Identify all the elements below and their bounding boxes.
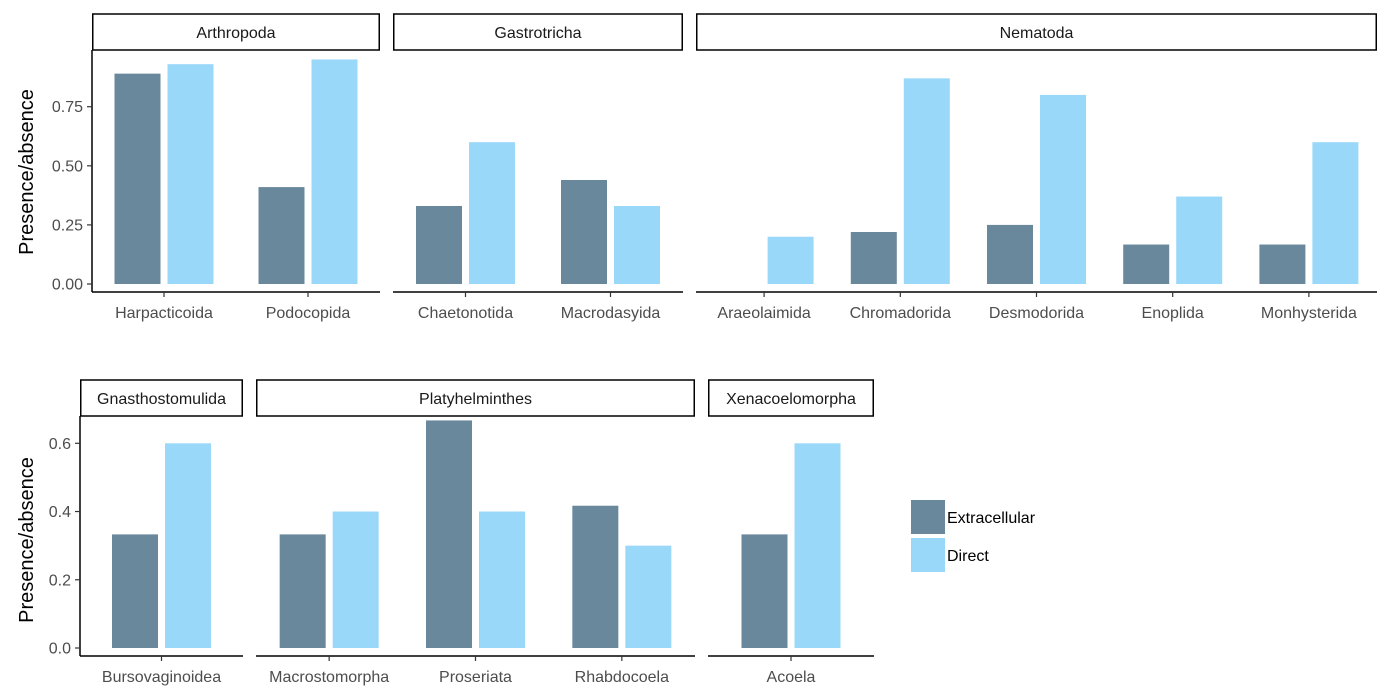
facet-strip-platyhelminthes bbox=[256, 379, 695, 417]
facet-strip-nematoda bbox=[696, 13, 1377, 51]
bar-bursovaginoidea-direct bbox=[165, 443, 211, 648]
x-tick-label-chromadorida: Chromadorida bbox=[850, 305, 951, 322]
facet-strip-gastrotricha bbox=[393, 13, 683, 51]
y-axis-title-top: Presence/absence bbox=[16, 89, 38, 255]
bar-harpacticoida-direct bbox=[167, 64, 214, 284]
x-tick-label-proseriata: Proseriata bbox=[439, 669, 512, 686]
y-tick-label: 0.00 bbox=[52, 277, 83, 294]
bar-acoela-extracellular bbox=[741, 534, 788, 648]
y-axis-title-bottom: Presence/absence bbox=[16, 457, 38, 623]
x-tick-label-acoela: Acoela bbox=[767, 669, 816, 686]
facet-title-xenacoelomorpha: Xenacoelomorpha bbox=[726, 391, 856, 408]
x-tick-label-enoplida: Enoplida bbox=[1142, 305, 1204, 322]
x-tick-label-macrostomorpha: Macrostomorpha bbox=[269, 669, 389, 686]
y-tick-label: 0.75 bbox=[52, 99, 83, 116]
y-tick-label: 0.25 bbox=[52, 217, 83, 234]
bar-proseriata-direct bbox=[479, 511, 525, 648]
x-tick-label-chaetonotida: Chaetonotida bbox=[418, 305, 513, 322]
legend-swatch-extracellular bbox=[911, 500, 945, 534]
bar-harpacticoida-extracellular bbox=[114, 73, 161, 285]
facet-title-gastrotricha: Gastrotricha bbox=[494, 25, 581, 42]
x-tick-label-podocopida: Podocopida bbox=[266, 305, 351, 322]
bar-macrodasyida-direct bbox=[614, 206, 660, 284]
legend-label-extracellular: Extracellular bbox=[947, 510, 1036, 527]
bar-desmodorida-direct bbox=[1040, 94, 1086, 284]
bar-rhabdocoela-direct bbox=[625, 545, 672, 648]
bar-bursovaginoidea-extracellular bbox=[112, 534, 158, 648]
bar-desmodorida-extracellular bbox=[987, 224, 1033, 284]
bar-chromadorida-direct bbox=[903, 78, 950, 284]
facet-title-nematoda: Nematoda bbox=[1000, 25, 1074, 42]
bar-podocopida-extracellular bbox=[258, 187, 305, 284]
facet-strip-arthropoda bbox=[92, 13, 380, 51]
bar-araeolaimida-direct bbox=[767, 236, 814, 284]
bar-monhysterida-direct bbox=[1312, 142, 1359, 284]
facet-title-gnasthostomulida: Gnasthostomulida bbox=[97, 391, 226, 408]
facet-title-platyhelminthes: Platyhelminthes bbox=[419, 391, 532, 408]
legend-label-direct: Direct bbox=[947, 548, 989, 565]
bar-acoela-direct bbox=[794, 443, 841, 648]
bar-proseriata-extracellular bbox=[426, 420, 472, 648]
facet-title-arthropoda: Arthropoda bbox=[196, 25, 275, 42]
bar-macrodasyida-extracellular bbox=[561, 180, 607, 284]
x-tick-label-rhabdocoela: Rhabdocoela bbox=[575, 669, 669, 686]
x-tick-label-desmodorida: Desmodorida bbox=[989, 305, 1084, 322]
bar-chaetonotida-extracellular bbox=[416, 206, 462, 284]
x-tick-label-araeolaimida: Araeolaimida bbox=[717, 305, 810, 322]
y-tick-label: 0.4 bbox=[49, 504, 71, 521]
y-tick-label: 0.2 bbox=[49, 572, 71, 589]
y-tick-label: 0.50 bbox=[52, 158, 83, 175]
facet-strip-xenacoelomorpha bbox=[708, 379, 874, 417]
bar-macrostomorpha-extracellular bbox=[279, 534, 326, 648]
y-tick-label: 0.6 bbox=[49, 436, 71, 453]
legend-swatch-direct bbox=[911, 538, 945, 572]
bar-chromadorida-extracellular bbox=[850, 232, 897, 284]
x-tick-label-monhysterida: Monhysterida bbox=[1261, 305, 1357, 322]
bar-rhabdocoela-extracellular bbox=[572, 505, 619, 648]
bar-chaetonotida-direct bbox=[469, 142, 515, 284]
x-tick-label-bursovaginoidea: Bursovaginoidea bbox=[102, 669, 221, 686]
x-tick-label-harpacticoida: Harpacticoida bbox=[115, 305, 213, 322]
bar-podocopida-direct bbox=[311, 59, 358, 284]
facet-strip-gnasthostomulida bbox=[80, 379, 243, 417]
bar-enoplida-direct bbox=[1176, 196, 1223, 284]
x-tick-label-macrodasyida: Macrodasyida bbox=[561, 305, 661, 322]
y-tick-label: 0.0 bbox=[49, 641, 71, 658]
bar-enoplida-extracellular bbox=[1123, 244, 1170, 284]
bar-monhysterida-extracellular bbox=[1259, 244, 1306, 284]
bar-macrostomorpha-direct bbox=[332, 511, 379, 648]
